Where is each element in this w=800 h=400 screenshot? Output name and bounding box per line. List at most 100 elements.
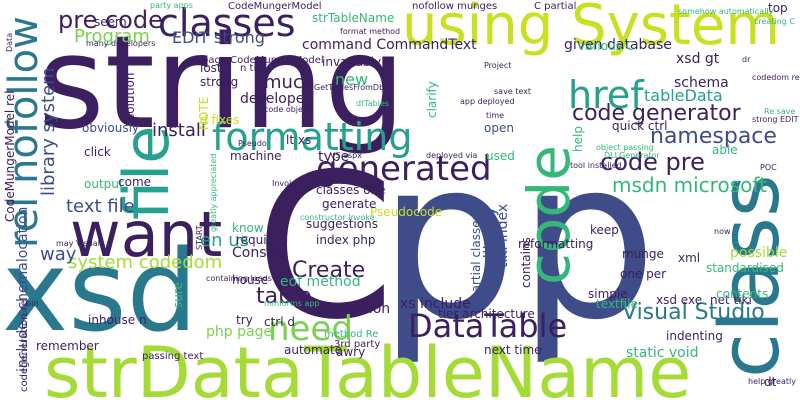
word-classes: classes bbox=[158, 1, 296, 45]
word-contents: contents bbox=[716, 287, 769, 301]
word-minforms-app: minforms app bbox=[264, 299, 320, 308]
word-generated: generated bbox=[316, 149, 492, 189]
word-index-php: index php bbox=[316, 233, 376, 247]
word-much: much bbox=[264, 72, 315, 93]
word-static-void: static void bbox=[626, 345, 699, 361]
word-xsd-gt: xsd gt bbox=[676, 51, 720, 67]
word-suggestions: suggestions bbox=[306, 217, 378, 231]
word-dr: dr bbox=[742, 55, 751, 64]
word-pseudocode: Pseudocode bbox=[370, 205, 443, 219]
word-strdatatablename: strDataTableName bbox=[44, 332, 692, 400]
word-reformatting: reformatting bbox=[518, 237, 594, 251]
word-program: Program bbox=[74, 26, 150, 47]
word-passing-text: passing text bbox=[142, 351, 204, 362]
word-simple: simple bbox=[588, 287, 628, 301]
word-d-fixes: d fixes bbox=[200, 113, 240, 127]
word-text-file: text file bbox=[66, 196, 135, 217]
word-app-deployed: app deployed bbox=[460, 97, 515, 106]
word-deployed-via: deployed via bbox=[426, 151, 478, 160]
word-creating-c: creating C bbox=[754, 17, 795, 26]
word-now: now bbox=[714, 227, 731, 236]
word-require: require bbox=[236, 233, 279, 247]
word-obviously: obviously bbox=[82, 121, 140, 135]
word-indenting: indenting bbox=[666, 329, 723, 343]
word-dttables: dtTables bbox=[356, 99, 390, 108]
word-note: NOTE bbox=[197, 96, 211, 130]
word-visual-studio: Visual Studio bbox=[622, 300, 765, 325]
word-formatting: formatting bbox=[212, 115, 413, 159]
word-datatable: DataTable bbox=[408, 307, 568, 345]
word-re-save: Re save bbox=[764, 107, 796, 116]
word-php-page: php page bbox=[206, 324, 273, 340]
word-gettablesfromdb: GetTablesFromDb bbox=[314, 83, 385, 92]
word-standardised: standardised bbox=[706, 261, 784, 275]
word-vs-aspx: VS aspx bbox=[330, 151, 362, 160]
word-automate: automate bbox=[284, 343, 343, 357]
word-table: table bbox=[256, 284, 312, 309]
word-console: Console bbox=[232, 245, 288, 261]
word-top: top bbox=[768, 1, 788, 15]
word-schema: schema bbox=[674, 75, 729, 91]
word-want: want bbox=[70, 198, 223, 271]
word-3rd-party: 3rd party bbox=[334, 339, 381, 350]
word-project: Project bbox=[484, 61, 512, 70]
word-know: know bbox=[232, 221, 264, 235]
word-remember: remember bbox=[36, 339, 99, 353]
word-code-generator: code generator bbox=[572, 101, 741, 126]
word-generation: generation bbox=[314, 301, 391, 317]
word-object-passing: object passing bbox=[596, 143, 654, 152]
word-able: able bbox=[712, 143, 738, 157]
word-partial-classes: partial classes bbox=[469, 214, 483, 300]
word-inhouse-n: inhouse n bbox=[88, 313, 147, 327]
word-codemungermodel-rel: CodeMungerModel rel bbox=[3, 90, 17, 222]
word-tool-installed: tool installed bbox=[570, 161, 622, 170]
word-en-us: en us bbox=[200, 230, 249, 251]
word-click: click bbox=[84, 145, 111, 159]
word-net-tiki: net tiki bbox=[710, 293, 752, 307]
word-msdn-microsoft: msdn microsoft bbox=[612, 173, 767, 197]
word-seem: seem bbox=[94, 15, 127, 29]
word-need: need bbox=[268, 309, 353, 349]
word-given-database: given database bbox=[564, 37, 672, 53]
word-various-c: various C bbox=[578, 39, 635, 53]
word-href: href bbox=[568, 73, 644, 117]
word-strong: strong bbox=[200, 75, 239, 89]
word-install: install bbox=[152, 120, 206, 141]
word-help: help bbox=[571, 126, 585, 152]
word-dt: dt bbox=[764, 375, 777, 389]
word-string: string bbox=[38, 9, 406, 158]
word-machine: machine bbox=[230, 149, 282, 163]
word-used: used bbox=[486, 149, 515, 163]
word-possible: possible bbox=[730, 245, 788, 261]
word-new: new bbox=[335, 70, 369, 89]
word-open: open bbox=[484, 121, 514, 135]
word-many-developers: many developers bbox=[86, 39, 156, 48]
word-awry: awry bbox=[336, 345, 366, 359]
word-developer: developer bbox=[240, 91, 311, 107]
word-tabledata: tableData bbox=[644, 86, 723, 105]
word-start: START bbox=[195, 225, 204, 250]
word-quick-ctrl: quick ctrl bbox=[612, 119, 668, 133]
word-next-time: next time bbox=[484, 343, 542, 357]
word-xsd-exe: xsd exe bbox=[656, 293, 703, 307]
word-c-partial: C partial bbox=[534, 1, 577, 12]
word-create: Create bbox=[292, 258, 366, 283]
word-code-pre: code pre bbox=[600, 148, 705, 176]
word-party-apps: party apps bbox=[150, 1, 193, 10]
word-strong-edit: strong EDIT bbox=[752, 115, 799, 124]
word-tiki-index: tiki index bbox=[495, 203, 511, 268]
word-one-per: one per bbox=[620, 267, 667, 281]
word-munge: munge bbox=[622, 247, 664, 261]
word-c: C bbox=[255, 131, 395, 364]
word-nofollow-munges: nofollow munges bbox=[412, 1, 498, 12]
word-codedom-rel: codedom rel bbox=[752, 73, 800, 82]
word-format-method: format method bbox=[340, 27, 401, 36]
word-invoke-format: Invoke format bbox=[272, 179, 328, 188]
word-dllgenerator: DLLGenerator bbox=[604, 151, 660, 160]
word-clarify: clarify bbox=[425, 81, 439, 118]
word-type: type bbox=[318, 149, 350, 165]
word-pp: pp bbox=[378, 112, 658, 368]
word-edit-strong: EDIT strong bbox=[172, 28, 265, 47]
word-pseudo: Pseudo bbox=[238, 139, 267, 148]
